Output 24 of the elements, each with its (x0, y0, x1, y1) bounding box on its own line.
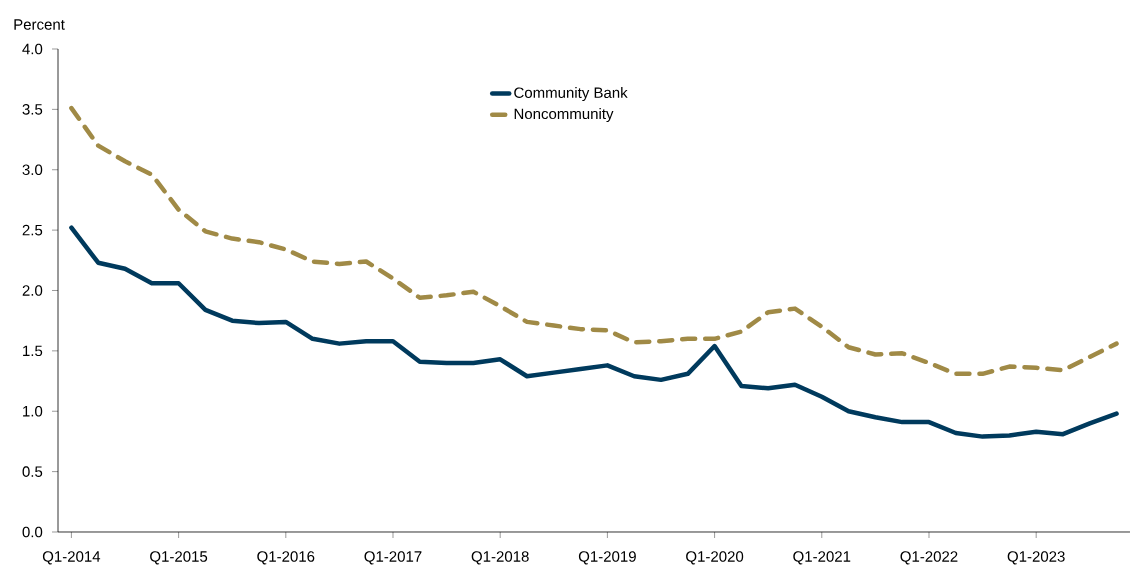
x-tick-label: Q1-2017 (364, 551, 422, 565)
y-tick-label: 3.5 (22, 104, 43, 115)
y-tick-label: 0.0 (22, 526, 43, 538)
y-tick-label: 4.0 (22, 43, 43, 55)
legend-label: Community Bank (514, 86, 628, 101)
y-axis-title: Percent (14, 19, 65, 30)
x-tick-label: Q1-2021 (793, 551, 851, 565)
x-tick-label: Q1-2014 (42, 551, 101, 565)
y-tick-label: 0.5 (22, 466, 43, 477)
x-tick-label: Q1-2023 (1007, 551, 1065, 565)
x-tick-label: Q1-2022 (900, 551, 958, 565)
x-tick-label: Q1-2019 (578, 551, 636, 565)
y-tick-label: 2.0 (22, 285, 43, 296)
y-tick-label: 2.5 (22, 224, 43, 236)
y-tick-label: 1.5 (23, 345, 43, 357)
legend-label: Noncommunity (514, 108, 614, 123)
line-series (69, 105, 1119, 377)
x-tick-label: Q1-2020 (686, 551, 744, 565)
x-tick-label: Q1-2018 (471, 551, 529, 565)
x-tick-label: Q1-2016 (257, 551, 315, 565)
y-tick-label: 1.0 (23, 405, 43, 417)
x-tick-label: Q1-2015 (150, 551, 208, 565)
y-tick-label: 3.0 (22, 164, 43, 176)
line-series (69, 225, 1119, 439)
